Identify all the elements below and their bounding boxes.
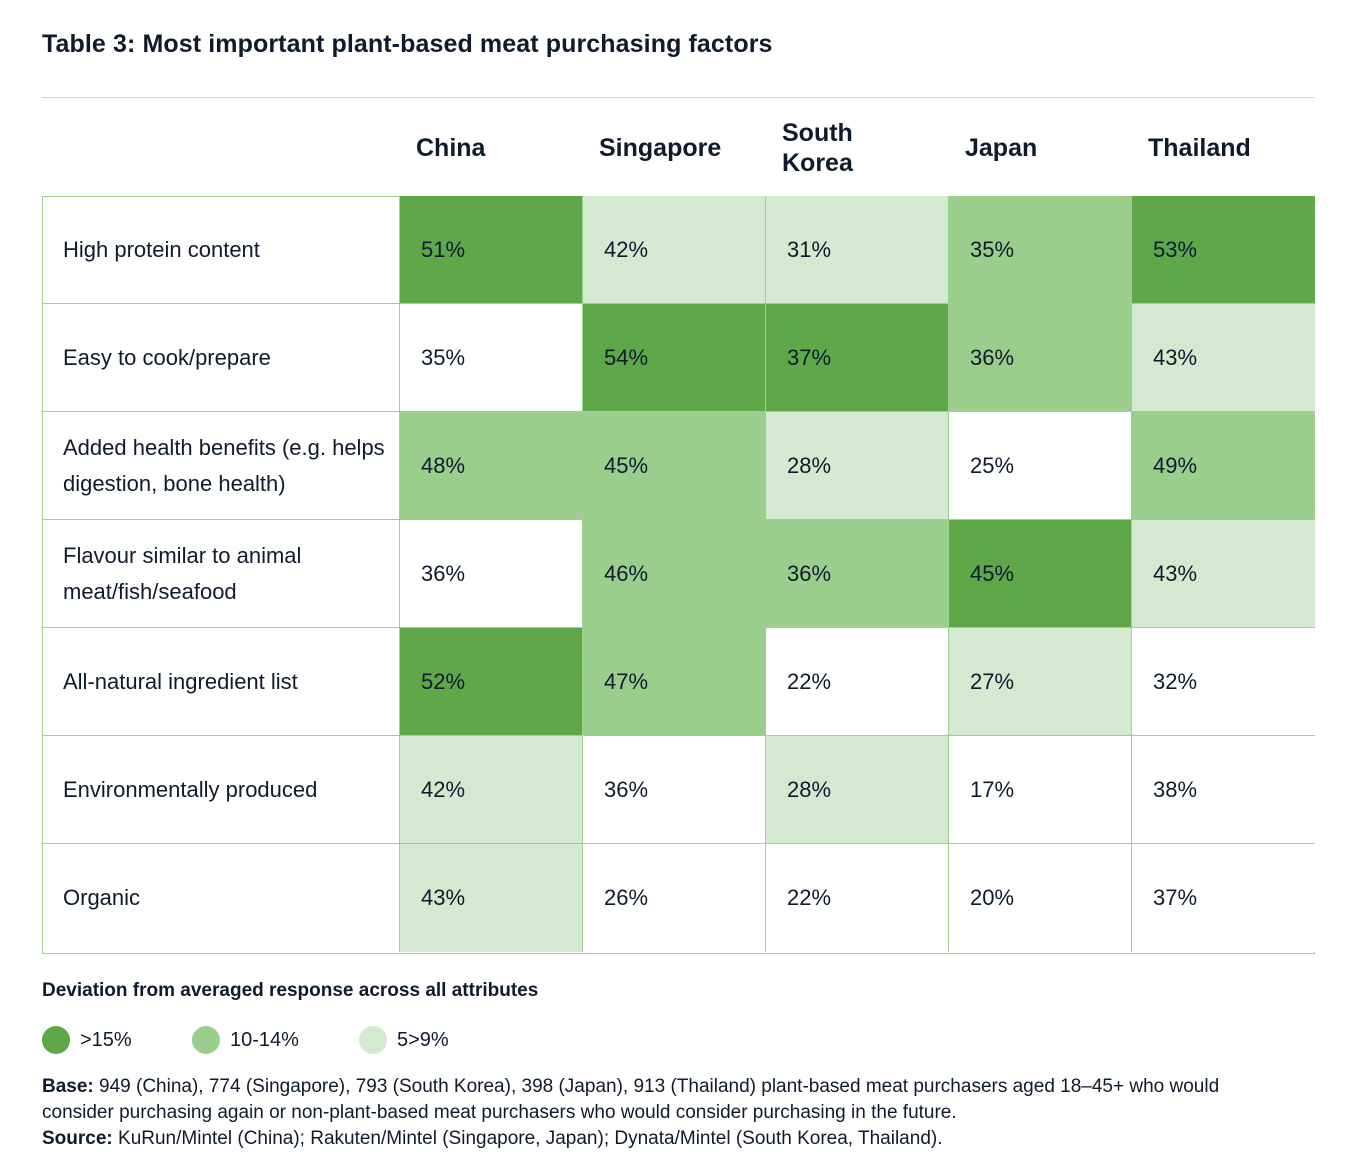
table-cell: 36% [949, 304, 1132, 412]
column-header-label: Japan [965, 134, 1038, 162]
row-label: Flavour similar to animal meat/fish/seaf… [42, 520, 400, 628]
table-cell: 42% [583, 196, 766, 304]
column-header-label: South Korea [782, 119, 853, 177]
table-cell: 47% [583, 628, 766, 736]
table-cell: 46% [583, 520, 766, 628]
column-header-south-korea: South Korea [766, 118, 949, 178]
legend-title: Deviation from averaged response across … [42, 980, 539, 1001]
table-cell: 43% [1132, 520, 1315, 628]
table-cell: 52% [400, 628, 583, 736]
table-notes: Base: 949 (China), 774 (Singapore), 793 … [42, 1074, 1242, 1152]
title-divider [42, 97, 1315, 98]
table-title: Table 3: Most important plant-based meat… [42, 30, 773, 58]
table-cell: 27% [949, 628, 1132, 736]
table-cell: 48% [400, 412, 583, 520]
table-cell: 43% [400, 844, 583, 952]
table-cell: 37% [766, 304, 949, 412]
table-cell: 49% [1132, 412, 1315, 520]
row-label: Organic [42, 844, 400, 952]
column-header-japan: Japan [949, 118, 1132, 178]
column-header-china: China [400, 118, 583, 178]
column-header-singapore: Singapore [583, 118, 766, 178]
column-header-label: China [416, 134, 486, 162]
table-cell: 28% [766, 736, 949, 844]
table-cell: 31% [766, 196, 949, 304]
table-cell: 45% [949, 520, 1132, 628]
base-label: Base: [42, 1076, 94, 1097]
legend-label: 5>9% [397, 1028, 449, 1051]
table-cell: 22% [766, 844, 949, 952]
row-label: Environmentally produced [42, 736, 400, 844]
legend-item: 10-14% [192, 1026, 299, 1054]
table-cell: 38% [1132, 736, 1315, 844]
table-cell: 22% [766, 628, 949, 736]
column-header-label: Singapore [599, 134, 722, 162]
base-text: 949 (China), 774 (Singapore), 793 (South… [42, 1076, 1220, 1123]
source-text: KuRun/Mintel (China); Rakuten/Mintel (Si… [118, 1128, 943, 1149]
legend-swatch [192, 1026, 220, 1054]
source-label: Source: [42, 1128, 113, 1149]
table-cell: 26% [583, 844, 766, 952]
row-label: High protein content [42, 196, 400, 304]
base-note: Base: 949 (China), 774 (Singapore), 793 … [42, 1074, 1242, 1126]
table-cell: 17% [949, 736, 1132, 844]
table-cell: 35% [949, 196, 1132, 304]
table-cell: 28% [766, 412, 949, 520]
table-cell: 36% [400, 520, 583, 628]
table-cell: 43% [1132, 304, 1315, 412]
table-cell: 51% [400, 196, 583, 304]
table-cell: 36% [766, 520, 949, 628]
table-cell: 25% [949, 412, 1132, 520]
row-label: All-natural ingredient list [42, 628, 400, 736]
legend-item: 5>9% [359, 1026, 449, 1054]
legend-swatch [359, 1026, 387, 1054]
column-header-thailand: Thailand [1132, 118, 1315, 178]
table-cell: 20% [949, 844, 1132, 952]
table-cell: 42% [400, 736, 583, 844]
table-cell: 45% [583, 412, 766, 520]
legend-swatch [42, 1026, 70, 1054]
row-label: Easy to cook/prepare [42, 304, 400, 412]
table-cell: 37% [1132, 844, 1315, 952]
row-label: Added health benefits (e.g. helps digest… [42, 412, 400, 520]
legend-label: 10-14% [230, 1028, 299, 1051]
legend-label: >15% [80, 1028, 132, 1051]
table-cell: 53% [1132, 196, 1315, 304]
data-table: High protein content 51% 42% 31% 35% 53% Easy … [42, 196, 1315, 954]
table-cell: 32% [1132, 628, 1315, 736]
source-note: Source: KuRun/Mintel (China); Rakuten/Mi… [42, 1126, 1242, 1152]
table-cell: 35% [400, 304, 583, 412]
legend-item: >15% [42, 1026, 132, 1054]
table-cell: 54% [583, 304, 766, 412]
table-cell: 36% [583, 736, 766, 844]
column-header-label: Thailand [1148, 134, 1251, 162]
